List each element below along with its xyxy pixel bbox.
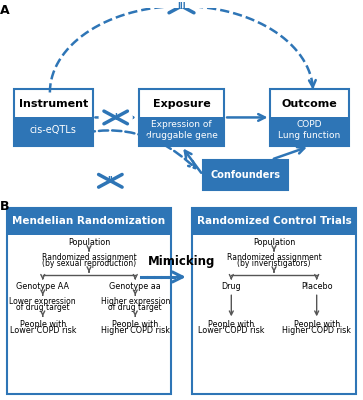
Text: I: I bbox=[114, 113, 117, 122]
Text: Genotype aa: Genotype aa bbox=[109, 282, 161, 291]
Text: B: B bbox=[0, 200, 9, 213]
Text: of drug target: of drug target bbox=[16, 303, 70, 312]
Text: (by sexual reproduction): (by sexual reproduction) bbox=[42, 259, 136, 268]
Text: Higher expression: Higher expression bbox=[101, 298, 170, 306]
Text: II: II bbox=[107, 176, 113, 185]
FancyBboxPatch shape bbox=[270, 118, 349, 146]
Text: Population: Population bbox=[68, 238, 110, 247]
Text: Instrument: Instrument bbox=[19, 99, 88, 109]
FancyBboxPatch shape bbox=[7, 208, 171, 235]
FancyBboxPatch shape bbox=[192, 208, 356, 394]
Text: cis-eQTLs: cis-eQTLs bbox=[30, 125, 77, 135]
FancyBboxPatch shape bbox=[7, 208, 171, 394]
Text: Exposure: Exposure bbox=[152, 99, 211, 109]
Text: Randomized assignment: Randomized assignment bbox=[227, 253, 321, 262]
Circle shape bbox=[99, 108, 132, 126]
Text: of drug target: of drug target bbox=[109, 303, 162, 312]
FancyBboxPatch shape bbox=[139, 89, 224, 146]
Text: Randomized Control Trials: Randomized Control Trials bbox=[197, 216, 351, 226]
Text: People with: People with bbox=[20, 320, 66, 330]
Text: (by inveristigators): (by inveristigators) bbox=[237, 259, 311, 268]
Text: Lower COPD risk: Lower COPD risk bbox=[9, 326, 76, 335]
Circle shape bbox=[94, 172, 127, 190]
Text: Population: Population bbox=[253, 238, 295, 247]
FancyBboxPatch shape bbox=[192, 208, 356, 235]
Text: People with: People with bbox=[294, 320, 340, 330]
Text: Lower expression: Lower expression bbox=[9, 298, 76, 306]
Text: Mendelian Randomization: Mendelian Randomization bbox=[12, 216, 166, 226]
Text: COPD
Lung function: COPD Lung function bbox=[278, 120, 341, 140]
Text: III: III bbox=[177, 2, 186, 10]
Text: People with: People with bbox=[208, 320, 254, 330]
Text: Confounders: Confounders bbox=[211, 170, 281, 180]
Text: A: A bbox=[0, 4, 10, 17]
Circle shape bbox=[164, 0, 199, 16]
Text: Drug: Drug bbox=[221, 282, 241, 291]
Text: Placebo: Placebo bbox=[301, 282, 333, 291]
Text: People with: People with bbox=[112, 320, 158, 330]
FancyBboxPatch shape bbox=[270, 89, 349, 146]
FancyBboxPatch shape bbox=[14, 89, 93, 146]
Text: Outcome: Outcome bbox=[282, 99, 338, 109]
FancyBboxPatch shape bbox=[139, 118, 224, 146]
Text: Randomized assignment: Randomized assignment bbox=[42, 253, 136, 262]
FancyBboxPatch shape bbox=[203, 160, 288, 190]
Text: Higher COPD risk: Higher COPD risk bbox=[101, 326, 170, 335]
Text: Expression of
druggable gene: Expression of druggable gene bbox=[146, 120, 217, 140]
Text: Higher COPD risk: Higher COPD risk bbox=[282, 326, 351, 335]
FancyBboxPatch shape bbox=[14, 118, 93, 146]
Text: Mimicking: Mimicking bbox=[148, 255, 215, 268]
Text: Lower COPD risk: Lower COPD risk bbox=[198, 326, 265, 335]
Text: Genotype AA: Genotype AA bbox=[16, 282, 69, 291]
